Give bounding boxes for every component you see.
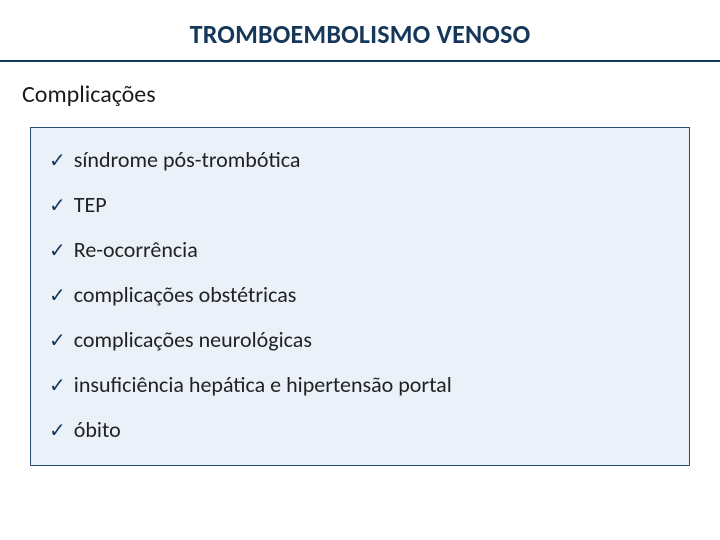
list-item: ✓ óbito	[49, 416, 671, 443]
title-wrap: TROMBOEMBOLISMO VENOSO	[0, 0, 720, 60]
check-icon: ✓	[49, 331, 66, 351]
check-icon: ✓	[49, 286, 66, 306]
list-item: ✓ TEP	[49, 191, 671, 218]
list-item-label: complicações neurológicas	[74, 326, 312, 353]
check-icon: ✓	[49, 196, 66, 216]
content-box: ✓ síndrome pós-trombótica ✓ TEP ✓ Re-oco…	[30, 127, 690, 466]
list-item: ✓ complicações neurológicas	[49, 326, 671, 353]
section-subtitle: Complicações	[0, 62, 720, 127]
check-icon: ✓	[49, 421, 66, 441]
list-item-label: Re-ocorrência	[74, 236, 198, 263]
check-icon: ✓	[49, 241, 66, 261]
check-icon: ✓	[49, 151, 66, 171]
list-item: ✓ síndrome pós-trombótica	[49, 146, 671, 173]
slide: TROMBOEMBOLISMO VENOSO Complicações ✓ sí…	[0, 0, 720, 540]
list-item: ✓ Re-ocorrência	[49, 236, 671, 263]
list-item-label: complicações obstétricas	[74, 281, 297, 308]
slide-title: TROMBOEMBOLISMO VENOSO	[0, 18, 720, 50]
list-item-label: insuficiência hepática e hipertensão por…	[74, 371, 452, 398]
list-item: ✓ complicações obstétricas	[49, 281, 671, 308]
list-item-label: TEP	[74, 191, 107, 218]
list-item-label: síndrome pós-trombótica	[74, 146, 301, 173]
list-item: ✓ insuficiência hepática e hipertensão p…	[49, 371, 671, 398]
check-icon: ✓	[49, 376, 66, 396]
list-item-label: óbito	[74, 416, 121, 443]
